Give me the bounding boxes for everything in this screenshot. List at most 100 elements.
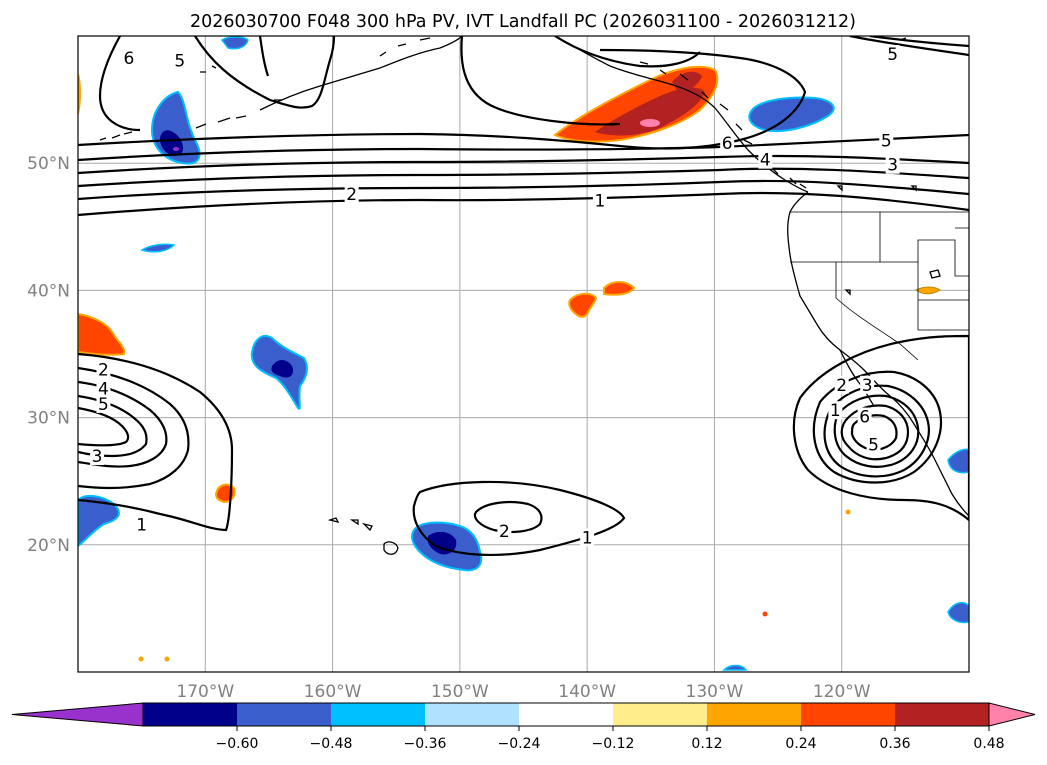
contour-socal-5 (840, 404, 910, 461)
coastlines (99, 36, 969, 555)
contour-northwest-6 (98, 36, 141, 132)
pv-positive-region-west (78, 312, 126, 356)
colorbar-bin (425, 703, 520, 726)
colorbar-bin (895, 703, 990, 726)
lon-tick-label: 140°W (558, 682, 616, 702)
contour-west-5 (78, 406, 130, 447)
colorbar-bin (331, 703, 426, 726)
latitude-tick-labels: 20°N 30°N 40°N 50°N (27, 154, 70, 556)
contour-label: 6 (124, 49, 135, 69)
contour-central-2 (473, 501, 543, 534)
colorbar-tick-label: −0.48 (310, 736, 353, 752)
contour-label: 1 (136, 516, 147, 536)
colorbar-tick-label: 0.48 (973, 736, 1004, 752)
contour-label-bg (96, 360, 111, 379)
contour-label: 4 (760, 151, 771, 171)
contour-label: 2 (499, 522, 510, 542)
contour-label-bg (592, 191, 607, 210)
contour-label-bg (860, 375, 875, 394)
contour-label-bg (497, 522, 512, 541)
contour-label: 5 (98, 395, 109, 415)
contour-label: 1 (594, 191, 605, 211)
contour-label: 2 (836, 376, 847, 396)
contour-label: 5 (174, 51, 185, 71)
colorbar-extend-high (988, 702, 1036, 727)
contour-label: 1 (582, 528, 593, 548)
colorbar-frame (142, 702, 990, 727)
lon-tick-label: 120°W (813, 682, 871, 702)
contour-label: 3 (862, 376, 873, 396)
contour-socal-6 (850, 414, 898, 452)
colorbar-bin (519, 703, 614, 726)
contour-zonal-1 (78, 191, 969, 217)
lat-tick-label: 30°N (27, 409, 70, 429)
contour-label-bg (866, 435, 881, 454)
contour-socal-4 (833, 394, 920, 468)
contour-alaska-6 (554, 36, 701, 68)
state-lines (790, 212, 969, 361)
contour-west-2 (78, 366, 190, 490)
contour-west-3 (78, 380, 168, 468)
north-america-coastline (787, 191, 969, 517)
pv-positive-small-1 (568, 292, 598, 318)
contour-label-bg (885, 155, 900, 174)
contour-label: 2 (98, 361, 109, 381)
contour-label: 1 (830, 401, 841, 421)
contour-socal-3 (823, 384, 930, 478)
contour-label-bg (96, 379, 111, 398)
contour-northwest-extra (258, 36, 270, 77)
pv-positive-small-2 (603, 281, 636, 296)
longitude-tick-labels: 170°W 160°W 150°W 140°W 130°W 120°W (176, 682, 870, 702)
contour-zonal-6 (78, 48, 807, 150)
contour-label: 3 (887, 156, 898, 176)
contour-label: 5 (887, 45, 898, 65)
contour-zonal-2 (78, 179, 969, 201)
colorbar-tick-label: 0.36 (879, 736, 910, 752)
colorbar (11, 702, 1036, 727)
colorbar-bin (143, 703, 238, 726)
colorbar-tick-label: −0.60 (216, 736, 259, 752)
colorbar-bin (237, 703, 332, 726)
contour-label-bg (857, 407, 872, 426)
colorbar-extend-low (11, 702, 144, 727)
contour-label-bg (828, 401, 843, 420)
colorbar-tick-label: −0.24 (498, 736, 541, 752)
pv-fill-regions (78, 36, 969, 671)
contour-zonal-4 (78, 154, 969, 175)
colorbar-tick-labels: −0.60 −0.48 −0.36 −0.24 −0.12 0.12 0.24 0.36 0.4… (216, 726, 1005, 752)
contour-label: 3 (92, 447, 103, 467)
contour-label-bg (344, 185, 359, 203)
contour-label-bg (90, 447, 105, 466)
contour-label-bg (758, 150, 773, 169)
contour-northwest-5 (194, 36, 336, 109)
contour-socal-2 (812, 370, 942, 484)
contour-west-1 (78, 352, 234, 532)
chart-title: 2026030700 F048 300 hPa PV, IVT Landfall… (190, 12, 856, 32)
alaska-coastline (259, 36, 809, 193)
contour-zonal-3 (78, 167, 969, 188)
contour-label-bg (879, 131, 894, 150)
colorbar-tick-label: −0.36 (404, 736, 447, 752)
contour-label: 6 (859, 408, 870, 428)
lon-tick-label: 130°W (686, 682, 744, 702)
lat-tick-label: 20°N (27, 536, 70, 556)
colorbar-bin (707, 703, 802, 726)
contour-socal-1 (792, 334, 969, 522)
colorbar-tick-label: −0.12 (592, 736, 635, 752)
lon-tick-label: 170°W (176, 682, 234, 702)
map-frame (77, 35, 970, 673)
contour-label: 5 (881, 132, 892, 152)
contour-label-bg (580, 528, 595, 547)
contour-label: 5 (868, 436, 879, 456)
contour-label-bg (121, 48, 136, 67)
contour-label-bg (172, 51, 187, 70)
colorbar-tick-label: 0.12 (691, 736, 722, 752)
contour-label-bg (834, 375, 849, 394)
contour-label: 6 (722, 134, 733, 154)
contour-label: 4 (98, 380, 109, 400)
lon-tick-label: 150°W (431, 682, 489, 702)
ivt-contours (78, 36, 969, 556)
